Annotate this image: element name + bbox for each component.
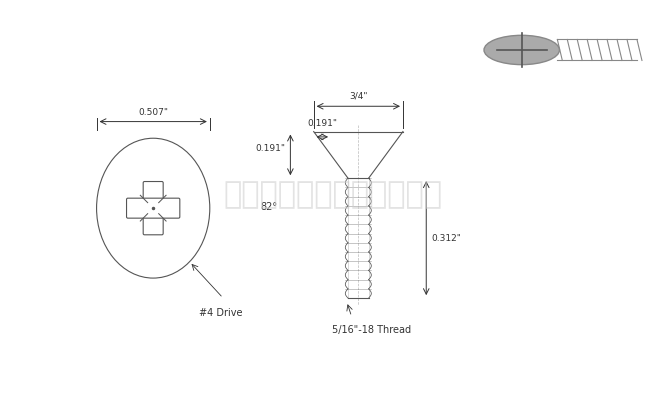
Text: 0.312": 0.312" [432, 234, 462, 243]
Ellipse shape [484, 35, 559, 64]
Text: 3/4": 3/4" [349, 92, 368, 101]
Text: 无锡市阿曼达机电有限公司: 无锡市阿曼达机电有限公司 [224, 180, 442, 209]
Text: 0.191": 0.191" [307, 119, 338, 128]
Text: 5/16"-18 Thread: 5/16"-18 Thread [332, 325, 411, 335]
FancyBboxPatch shape [127, 198, 180, 218]
Text: 82°: 82° [260, 202, 277, 212]
Text: 0.191": 0.191" [255, 144, 285, 153]
Text: 0.507": 0.507" [138, 108, 168, 117]
Ellipse shape [97, 138, 210, 278]
FancyBboxPatch shape [143, 181, 163, 235]
Text: #4 Drive: #4 Drive [199, 308, 243, 318]
